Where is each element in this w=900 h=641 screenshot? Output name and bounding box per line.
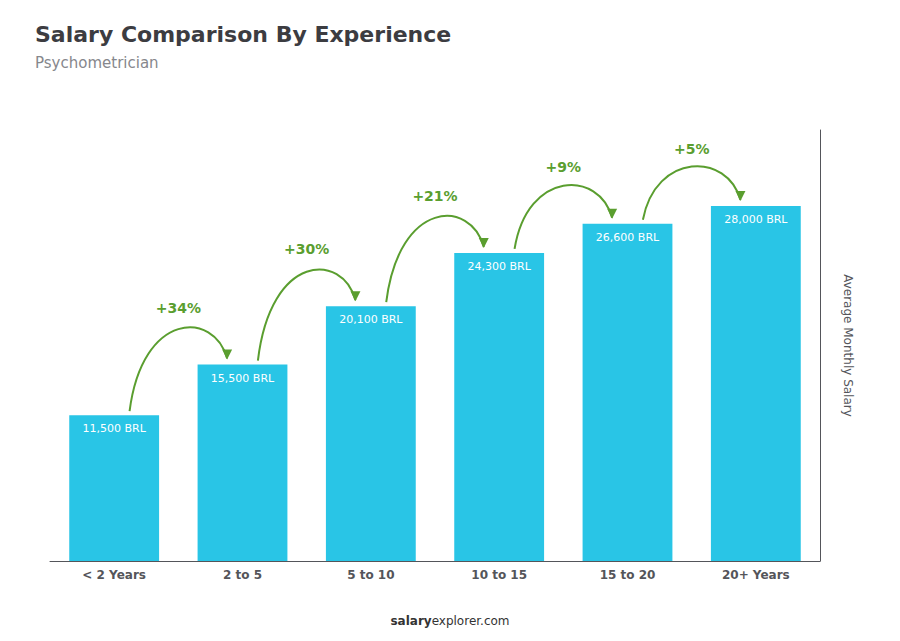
svg-text:+30%: +30% xyxy=(284,241,329,257)
svg-text:20+ Years: 20+ Years xyxy=(722,568,790,582)
svg-text:24,300 BRL: 24,300 BRL xyxy=(468,260,532,273)
svg-text:Salary Comparison By Experienc: Salary Comparison By Experience xyxy=(35,22,451,47)
svg-text:+9%: +9% xyxy=(546,159,582,175)
svg-text:28,000 BRL: 28,000 BRL xyxy=(724,213,788,226)
svg-text:< 2 Years: < 2 Years xyxy=(82,568,146,582)
svg-text:20,100 BRL: 20,100 BRL xyxy=(339,313,403,326)
svg-text:15,500 BRL: 15,500 BRL xyxy=(211,372,275,385)
svg-text:10 to 15: 10 to 15 xyxy=(471,568,527,582)
svg-text:2 to 5: 2 to 5 xyxy=(223,568,262,582)
svg-text:11,500 BRL: 11,500 BRL xyxy=(83,422,147,435)
svg-text:Psychometrician: Psychometrician xyxy=(35,54,159,72)
svg-text:26,600 BRL: 26,600 BRL xyxy=(596,231,660,244)
svg-text:+5%: +5% xyxy=(674,141,710,157)
svg-text:+34%: +34% xyxy=(156,300,201,316)
svg-text:explorer.com: explorer.com xyxy=(432,614,510,628)
svg-text:5 to 10: 5 to 10 xyxy=(347,568,394,582)
svg-text:+21%: +21% xyxy=(412,188,457,204)
svg-text:salary: salary xyxy=(390,614,431,628)
svg-text:15 to 20: 15 to 20 xyxy=(600,568,656,582)
svg-text:Average Monthly Salary: Average Monthly Salary xyxy=(841,274,855,417)
